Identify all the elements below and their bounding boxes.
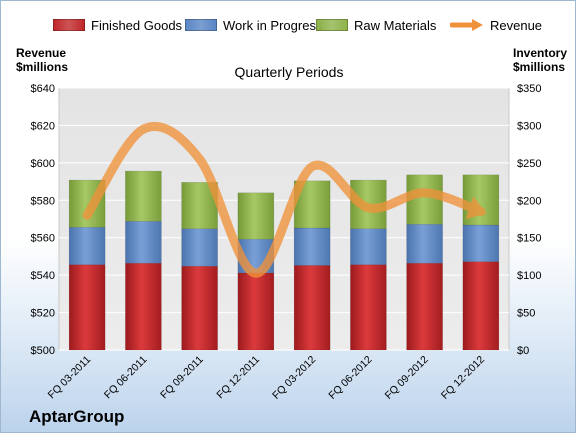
right-tick-label: $150: [517, 233, 541, 245]
legend-swatch: [53, 19, 85, 31]
left-tick-label: $580: [31, 195, 55, 207]
legend-item: Raw Materials: [316, 16, 436, 34]
legend-label: Finished Goods: [91, 17, 183, 33]
left-axis-title: Revenue $millions: [16, 46, 68, 74]
legend-label: Revenue: [490, 17, 543, 33]
legend-label: Raw Materials: [354, 17, 437, 33]
left-axis-title-line2: $millions: [16, 60, 69, 74]
finished-goods-bar: [462, 261, 500, 351]
category-label: FQ 06-2012: [326, 354, 374, 402]
legend-swatch: [450, 19, 483, 31]
wip-bar: [406, 223, 443, 264]
legend-item: Finished Goods: [53, 16, 182, 34]
company-name: AptarGroup: [29, 407, 125, 426]
wip-bar: [350, 228, 387, 265]
revenue-series: [82, 121, 487, 278]
category-label: FQ 03-2011: [46, 354, 94, 402]
legend-swatch: [316, 19, 348, 31]
right-tick-label: $100: [517, 270, 541, 282]
finished-goods-bar: [237, 272, 275, 351]
left-tick-label: $500: [31, 345, 55, 357]
right-tick-label: $0: [517, 345, 529, 357]
left-tick-label: $540: [31, 270, 55, 282]
finished-goods-bar: [68, 264, 106, 351]
wip-bar: [293, 227, 331, 266]
left-tick-label: $600: [31, 158, 55, 170]
category-label: FQ 06-2011: [102, 354, 150, 402]
category-label: FQ 09-2011: [158, 354, 206, 402]
right-tick-label: $250: [517, 158, 541, 170]
revenue-arrowhead: [465, 196, 487, 220]
raw-materials-bar: [125, 170, 162, 222]
right-tick-label: $300: [517, 120, 541, 132]
legend-label: Work in Progress: [223, 17, 323, 33]
finished-goods-bar: [125, 262, 162, 351]
raw-materials-bar: [237, 192, 275, 240]
legend-swatch: [185, 19, 217, 31]
right-axis-title-line2: $millions: [512, 60, 565, 74]
category-label: FQ 03-2012: [270, 354, 318, 402]
category-label: FQ 12-2012: [439, 354, 487, 402]
category-label: FQ 09-2012: [383, 354, 431, 402]
left-tick-label: $620: [31, 120, 55, 132]
finished-goods-bar: [181, 265, 218, 351]
wip-bar: [68, 226, 106, 265]
category-label: FQ 12-2011: [214, 354, 262, 402]
left-tick-label: $520: [31, 308, 55, 320]
right-tick-label: $50: [517, 308, 535, 320]
legend-item: Work in Progress: [185, 16, 322, 34]
wip-bar: [181, 228, 218, 267]
chart-subtitle: Quarterly Periods: [234, 64, 344, 80]
legend: Finished Goods Work in Progress Raw Materi…: [1, 16, 575, 34]
revenue-line: [82, 121, 486, 278]
finished-goods-bar: [406, 262, 443, 351]
right-axis-title-line1: Inventory: [512, 46, 567, 60]
right-tick-label: $200: [517, 195, 541, 207]
finished-goods-bar: [350, 264, 387, 351]
legend-item: Revenue: [450, 16, 542, 34]
wip-bar: [462, 224, 500, 262]
right-axis-title: Inventory $millions: [513, 46, 567, 74]
left-tick-label: $640: [31, 83, 55, 95]
finished-goods-bar: [293, 265, 331, 351]
wip-bar: [125, 220, 162, 264]
left-axis-title-line1: Revenue: [16, 46, 67, 60]
right-tick-label: $350: [517, 83, 541, 95]
left-tick-label: $560: [31, 233, 55, 245]
